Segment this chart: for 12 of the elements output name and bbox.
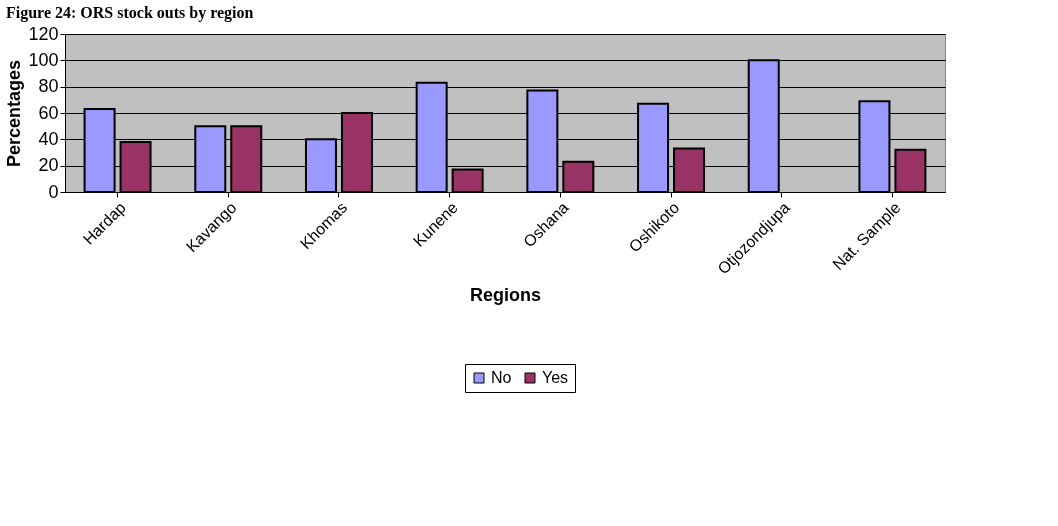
y-axis-title: Percentages <box>4 59 25 168</box>
y-tick-label: 60 <box>38 102 59 123</box>
y-tick-label: 120 <box>28 23 59 44</box>
chart-title: Figure 24: ORS stock outs by region <box>5 4 254 22</box>
legend-label: No <box>491 369 512 386</box>
legend-label: Yes <box>542 369 569 386</box>
y-tick-label: 100 <box>28 49 59 70</box>
y-tick-label: 0 <box>48 181 59 202</box>
y-tick-label: 20 <box>38 155 59 176</box>
y-tick-label: 80 <box>38 76 59 97</box>
x-axis-title: Regions <box>469 285 542 306</box>
y-tick-label: 40 <box>38 128 59 149</box>
